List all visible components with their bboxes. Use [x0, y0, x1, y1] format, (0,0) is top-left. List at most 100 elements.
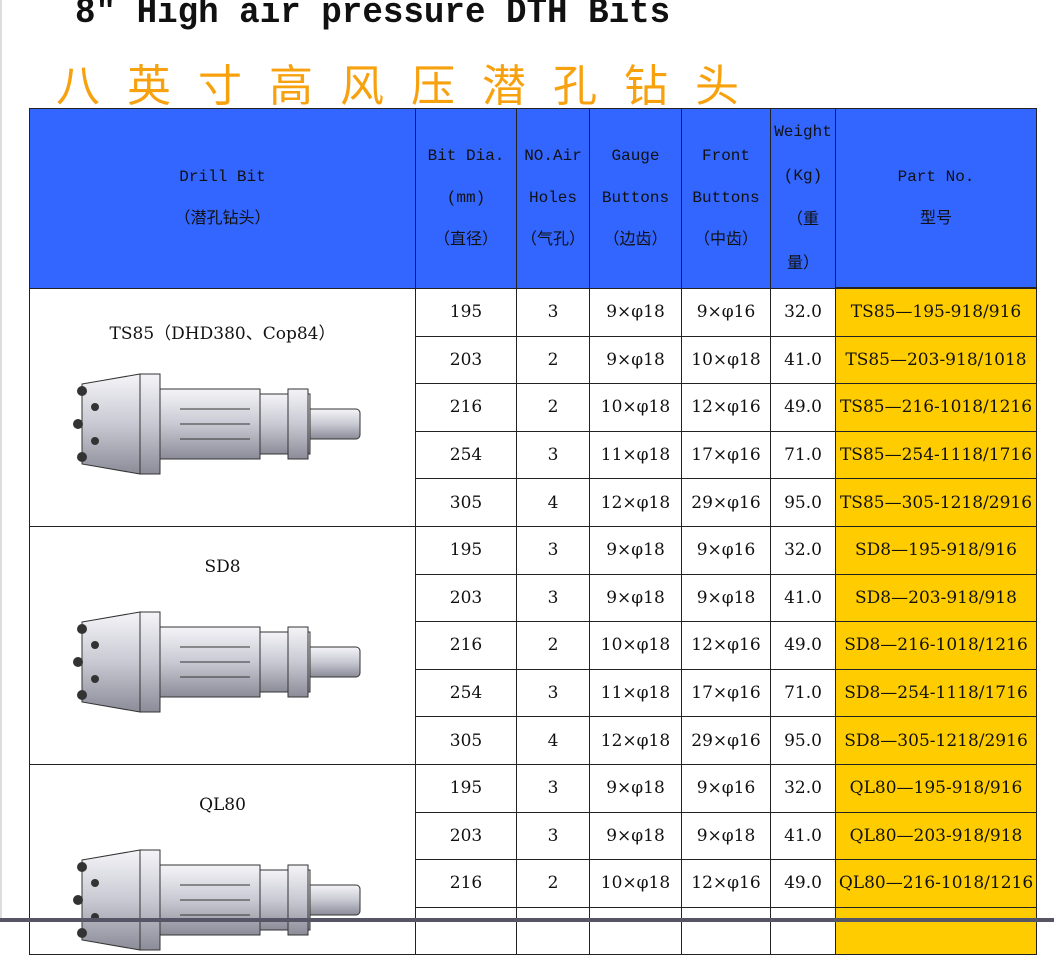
front-buttons-cell: 17×φ16 [681, 430, 771, 480]
weight-cell: 49.0 [770, 859, 836, 908]
header-line: Part No. [897, 168, 975, 186]
table-row: 216 2 10×φ18 12×φ16 49.0 QL80—216-1018/1216 [30, 859, 1037, 908]
air-holes-cell: 3 [516, 811, 590, 861]
header-line: 型号 [919, 210, 952, 228]
weight-cell [770, 906, 836, 956]
air-holes-cell: 3 [516, 763, 590, 813]
drill-bit-name: SD8 [204, 556, 241, 577]
header-line: Drill Bit [179, 168, 266, 187]
part-no-cell: SD8—254-1118/1716 [835, 668, 1037, 718]
header-line: Buttons [601, 189, 670, 208]
gauge-buttons-cell: 9×φ18 [589, 573, 682, 623]
weight-cell: 41.0 [770, 811, 836, 861]
header-line: Gauge [611, 147, 660, 166]
bit-dia-cell: 216 [415, 859, 517, 908]
front-buttons-cell: 10×φ18 [681, 335, 771, 385]
weight-cell: 32.0 [770, 763, 836, 813]
bit-dia-cell: 203 [415, 573, 517, 623]
part-no-cell: TS85—195-918/916 [835, 287, 1037, 337]
weight-cell: 41.0 [770, 573, 836, 623]
table-row: 216 2 10×φ18 12×φ16 49.0 TS85—216-1018/1216 [30, 383, 1037, 432]
drill-bit-name: TS85（DHD380、Cop84） [109, 323, 336, 344]
gauge-buttons-cell: 12×φ18 [589, 716, 682, 765]
table-row: 203 3 9×φ18 9×φ18 41.0 SD8—203-918/918 [30, 573, 1037, 623]
air-holes-cell: 2 [516, 335, 590, 385]
front-buttons-cell: 9×φ16 [681, 763, 771, 813]
table-row: 203 3 9×φ18 9×φ18 41.0 QL80—203-918/918 [30, 811, 1037, 861]
part-no-cell [835, 906, 1037, 956]
table-row: SD8 195 3 9×φ18 9×φ16 32.0 SD8—195-918/916 [29, 525, 1037, 765]
gauge-buttons-cell: 11×φ18 [589, 668, 682, 718]
air-holes-cell: 3 [516, 525, 590, 575]
part-no-cell: TS85—203-918/1018 [835, 335, 1037, 385]
header-line: (Kg) [783, 167, 823, 186]
air-holes-cell: 3 [516, 430, 590, 480]
bit-dia-cell [415, 906, 517, 956]
header-front: Front Buttons （中齿） [681, 108, 771, 289]
left-border [0, 0, 2, 922]
product-table: Drill Bit （潜孔钻头） Bit Dia. (mm) （直径） NO.Air Hol… [29, 108, 1037, 956]
air-holes-cell: 2 [516, 383, 590, 432]
air-holes-cell: 4 [516, 478, 590, 527]
header-air-holes: NO.Air Holes （气孔） [516, 108, 590, 289]
weight-cell: 71.0 [770, 668, 836, 718]
title-chinese: 八英寸高风压潜孔钻头 [56, 61, 766, 112]
front-buttons-cell: 9×φ16 [681, 525, 771, 575]
header-line: （边齿） [603, 231, 668, 250]
gauge-buttons-cell [589, 906, 682, 956]
gauge-buttons-cell: 9×φ18 [589, 525, 682, 575]
bit-dia-cell: 195 [415, 763, 517, 813]
front-buttons-cell: 12×φ16 [681, 859, 771, 908]
gauge-buttons-cell: 9×φ18 [589, 763, 682, 813]
header-line: Holes [528, 189, 577, 208]
air-holes-cell: 3 [516, 573, 590, 623]
drill-bit-name: QL80 [199, 794, 246, 815]
drill-bit-image [73, 372, 361, 475]
bit-dia-cell: 216 [415, 383, 517, 432]
table-row: 216 2 10×φ18 12×φ16 49.0 SD8—216-1018/1216 [30, 621, 1037, 670]
header-line: Buttons [692, 189, 760, 208]
part-no-cell: SD8—305-1218/2916 [835, 716, 1037, 765]
front-buttons-cell: 12×φ16 [681, 383, 771, 432]
front-buttons-cell: 29×φ16 [681, 716, 771, 765]
weight-cell: 49.0 [770, 383, 836, 432]
front-buttons-cell [681, 906, 771, 956]
weight-cell: 41.0 [770, 335, 836, 385]
part-no-cell: TS85—216-1018/1216 [835, 383, 1037, 432]
gauge-buttons-cell: 10×φ18 [589, 859, 682, 908]
header-line: Bit Dia. [427, 147, 505, 166]
header-weight: Weight (Kg) （重 量） [770, 108, 836, 289]
air-holes-cell: 2 [516, 621, 590, 670]
gauge-buttons-cell: 9×φ18 [589, 335, 682, 385]
header-line: （直径） [433, 231, 498, 250]
weight-cell: 95.0 [770, 478, 836, 527]
part-no-cell: SD8—195-918/916 [835, 525, 1037, 575]
weight-cell: 49.0 [770, 621, 836, 670]
drill-bit-cell: QL80 [29, 763, 416, 956]
gauge-buttons-cell: 9×φ18 [589, 287, 682, 337]
header-line: (mm) [446, 189, 486, 208]
drill-bit-cell: SD8 [29, 525, 416, 765]
part-no-cell: QL80—203-918/918 [835, 811, 1037, 861]
front-buttons-cell: 9×φ16 [681, 287, 771, 337]
header-line: （潜孔钻头） [174, 210, 271, 229]
drill-bit-image [73, 849, 361, 951]
part-no-cell: QL80—216-1018/1216 [835, 859, 1037, 908]
gauge-buttons-cell: 10×φ18 [589, 621, 682, 670]
bit-dia-cell: 254 [415, 430, 517, 480]
bit-dia-cell: 203 [415, 335, 517, 385]
bit-dia-cell: 216 [415, 621, 517, 670]
front-buttons-cell: 9×φ18 [681, 811, 771, 861]
weight-cell: 32.0 [770, 525, 836, 575]
part-no-cell: SD8—216-1018/1216 [835, 621, 1037, 670]
weight-cell: 95.0 [770, 716, 836, 765]
title-english: 8" High air pressure DTH Bits [75, 0, 671, 33]
bit-dia-cell: 195 [415, 287, 517, 337]
header-line: Weight [774, 123, 832, 142]
header-bit-dia: Bit Dia. (mm) （直径） [415, 108, 517, 289]
part-no-cell: TS85—305-1218/2916 [835, 478, 1037, 527]
table-row: 305 4 12×φ18 29×φ16 95.0 TS85—305-1218/2916 [30, 478, 1037, 527]
weight-cell: 71.0 [770, 430, 836, 480]
weight-cell: 32.0 [770, 287, 836, 337]
front-buttons-cell: 29×φ16 [681, 478, 771, 527]
